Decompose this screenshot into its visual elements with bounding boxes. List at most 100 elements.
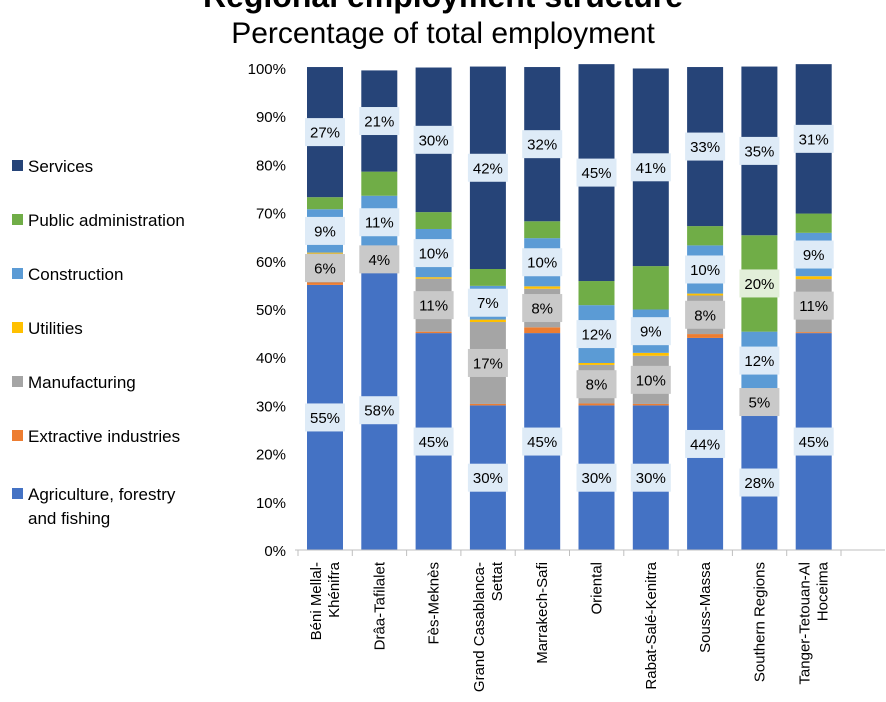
data-label: 31%: [799, 131, 829, 148]
x-tick-label: Marrakech-Safi: [534, 562, 551, 664]
data-label: 35%: [744, 143, 774, 160]
data-label: 11%: [799, 298, 828, 315]
data-label-box: [467, 288, 508, 317]
y-tick-label: 90%: [256, 109, 286, 126]
x-tick-label: Béni Mellal-: [308, 562, 325, 640]
x-tick-label: Rabat-Salé-Kenitra: [643, 561, 660, 689]
legend-label: Public administration: [28, 211, 185, 230]
data-label: 44%: [690, 436, 720, 453]
x-tick-label: Southern Regions: [751, 562, 768, 682]
data-label: 30%: [419, 132, 449, 149]
y-tick-label: 70%: [256, 206, 286, 223]
data-label: 55%: [310, 410, 340, 427]
bar-segment: [687, 226, 724, 246]
data-label: 21%: [364, 114, 394, 131]
data-label-box: [576, 463, 617, 492]
bar-segment: [307, 197, 343, 210]
legend-swatch: [12, 214, 23, 225]
data-label-box: [630, 317, 671, 346]
data-label-box: [793, 427, 834, 456]
data-label: 8%: [694, 307, 716, 324]
data-label-box: [739, 388, 780, 417]
data-label: 30%: [581, 470, 611, 487]
bar-segment: [415, 277, 452, 279]
data-label-box: [467, 153, 508, 182]
legend-label: Services: [28, 157, 93, 176]
legend-label: Construction: [28, 265, 123, 284]
x-tick-label-group: Fès-Meknès: [426, 562, 443, 645]
data-label: 45%: [799, 434, 829, 451]
bar-segment: [361, 171, 398, 196]
data-label: 33%: [690, 139, 720, 156]
bar-segment: [578, 281, 615, 306]
legend-swatch: [12, 160, 23, 171]
y-tick-label: 20%: [256, 447, 286, 464]
data-label: 12%: [581, 327, 611, 344]
data-label-box: [359, 245, 400, 274]
data-label-box: [413, 291, 454, 320]
x-tick-label-group: Oriental: [589, 562, 606, 615]
data-label: 45%: [581, 165, 611, 182]
x-tick-label: Hoceima: [815, 561, 832, 621]
bar-segment: [469, 319, 506, 323]
legend-label: Utilities: [28, 319, 83, 338]
x-tick-label-group: Marrakech-Safi: [534, 562, 551, 664]
y-tick-label: 0%: [264, 543, 286, 560]
x-tick-label: Souss-Massa: [697, 561, 714, 653]
bar-segment: [687, 293, 724, 296]
data-label: 10%: [690, 262, 720, 279]
bar-segment: [469, 403, 506, 406]
data-label: 30%: [636, 470, 666, 487]
data-label-box: [739, 136, 780, 165]
data-label: 10%: [636, 372, 666, 389]
x-tick-label-group: Tanger-Tetouan-Al Hoceima: [797, 561, 832, 684]
data-label-box: [630, 463, 671, 492]
data-label-box: [305, 118, 345, 147]
legend-swatch: [12, 268, 23, 279]
x-tick-label-group: Souss-Massa: [697, 561, 714, 653]
x-tick-label-group: Southern Regions: [751, 562, 768, 682]
x-tick-label: Fès-Meknès: [426, 562, 443, 645]
bar-segment: [469, 268, 506, 286]
y-tick-label: 60%: [256, 254, 286, 271]
legend-swatch: [12, 430, 23, 441]
data-label: 42%: [473, 160, 503, 177]
data-label: 17%: [473, 355, 503, 372]
data-label-box: [685, 132, 726, 161]
data-label: 11%: [419, 298, 448, 315]
data-label: 28%: [744, 475, 774, 492]
legend-swatch: [12, 488, 23, 499]
chart-subtitle: Percentage of total employment: [231, 17, 655, 50]
x-tick-label: Tanger-Tetouan-Al: [797, 562, 814, 685]
data-label: 30%: [473, 470, 503, 487]
data-label-box: [413, 125, 454, 154]
x-tick-label: Settat: [489, 561, 506, 601]
legend-label: Agriculture, forestry: [28, 485, 176, 504]
bar-segment: [524, 286, 561, 289]
data-label-box: [793, 240, 834, 269]
bar-segment: [632, 403, 669, 406]
data-label: 45%: [419, 434, 449, 451]
data-label: 11%: [365, 215, 394, 232]
x-tick-label: Drâa-Tafilalet: [371, 561, 388, 650]
bar-segment: [795, 276, 832, 280]
y-tick-label: 30%: [256, 398, 286, 415]
data-label-box: [305, 403, 345, 432]
bar-segment: [415, 331, 452, 334]
x-tick-label-group: Drâa-Tafilalet: [371, 561, 388, 650]
data-label-box: [793, 124, 834, 153]
y-tick-label: 40%: [256, 350, 286, 367]
data-label: 9%: [314, 223, 336, 240]
data-label-box: [630, 153, 671, 182]
data-label: 7%: [477, 295, 499, 312]
bar-segment: [524, 221, 561, 239]
data-label: 9%: [803, 247, 825, 264]
data-label-box: [359, 208, 400, 237]
bar-segment: [795, 332, 832, 334]
data-label-box: [793, 291, 834, 320]
x-tick-label-group: Béni Mellal- Khénifra: [308, 561, 343, 640]
data-label-box: [522, 427, 563, 456]
y-tick-label: 100%: [248, 61, 286, 78]
